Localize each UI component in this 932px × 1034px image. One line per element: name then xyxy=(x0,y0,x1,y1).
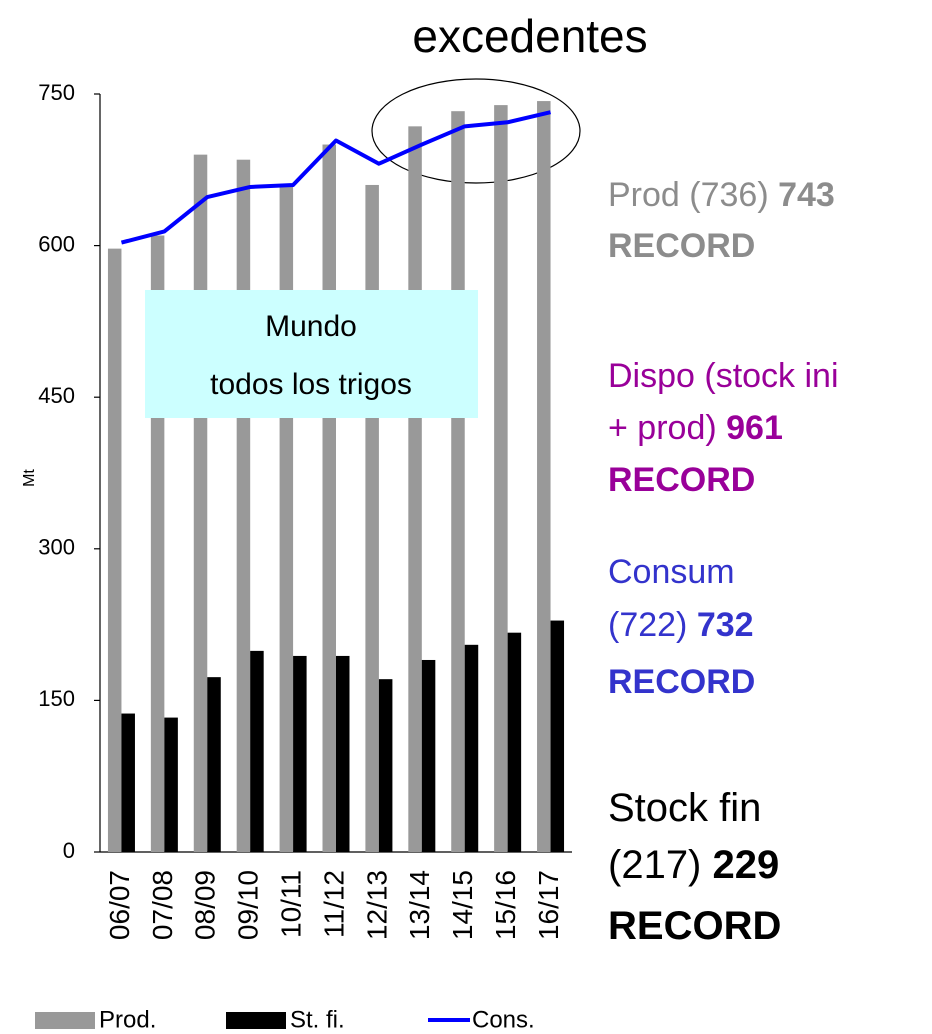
line xyxy=(120,110,552,245)
note-line: Stock fin xyxy=(608,786,761,830)
note-text: Prod (736) xyxy=(608,176,778,214)
note-line: (217) 229 xyxy=(608,843,779,887)
bar xyxy=(193,154,208,852)
note-line: RECORD xyxy=(608,663,755,701)
note-text: (722) xyxy=(608,606,697,644)
note-line: RECORD xyxy=(608,904,781,948)
bar xyxy=(464,644,479,852)
note-line: Dispo (stock ini xyxy=(608,357,839,395)
bar xyxy=(279,185,294,852)
bar xyxy=(107,248,122,852)
note-text: Dispo (stock ini xyxy=(608,357,839,395)
note-text: RECORD xyxy=(608,904,781,948)
highlight-ellipse xyxy=(371,78,581,184)
info-box-text: Mundo xyxy=(265,310,357,343)
x-tick-label: 07/08 xyxy=(147,870,178,940)
info-box-text: todos los trigos xyxy=(210,368,412,401)
legend-label: Prod. xyxy=(99,1006,156,1033)
x-tick-label: 06/07 xyxy=(104,870,135,940)
note-line: Prod (736) 743 xyxy=(608,176,835,214)
bar xyxy=(164,717,178,852)
bar xyxy=(207,677,221,852)
x-tick-label: 12/13 xyxy=(361,870,392,940)
x-tick-label: 09/10 xyxy=(233,870,264,940)
note-text: RECORD xyxy=(608,227,755,265)
note-text: 961 xyxy=(726,409,783,447)
x-tick-label: 08/09 xyxy=(190,870,221,940)
bar xyxy=(507,632,522,852)
x-tick-label: 15/16 xyxy=(490,870,521,940)
note-text: RECORD xyxy=(608,663,755,701)
y-axis-label: Mt xyxy=(21,469,38,487)
bar xyxy=(250,650,264,852)
chart-title: excedentes xyxy=(412,10,647,62)
legend-label: Cons. xyxy=(472,1006,535,1033)
bar xyxy=(121,713,135,852)
y-tick-label: 150 xyxy=(38,686,75,711)
note-text: 743 xyxy=(778,176,835,214)
note-text: Stock fin xyxy=(608,786,761,830)
legend-swatch xyxy=(226,1012,286,1029)
note-line: + prod) 961 xyxy=(608,409,783,447)
x-tick-label: 11/12 xyxy=(318,870,349,938)
note-text: Consum xyxy=(608,553,735,591)
note-text: 732 xyxy=(697,606,754,644)
bar xyxy=(365,184,379,852)
legend-label: St. fi. xyxy=(290,1006,345,1033)
bar xyxy=(378,679,393,852)
note-text: 229 xyxy=(713,843,780,887)
bar xyxy=(236,159,251,852)
bar xyxy=(421,659,436,852)
y-tick-label: 750 xyxy=(38,80,75,105)
bar xyxy=(494,105,508,853)
bar xyxy=(537,101,551,853)
bar xyxy=(451,111,465,852)
note-text: + prod) xyxy=(608,409,726,447)
y-tick-label: 0 xyxy=(63,838,75,863)
bar xyxy=(408,126,422,853)
note-line: RECORD xyxy=(608,461,755,499)
x-tick-label: 13/14 xyxy=(404,870,435,940)
y-tick-label: 450 xyxy=(38,383,75,408)
note-line: RECORD xyxy=(608,227,755,265)
y-tick-label: 600 xyxy=(38,231,75,256)
y-tick-label: 300 xyxy=(38,535,75,560)
bar xyxy=(336,655,350,852)
bar xyxy=(322,144,336,853)
x-tick-label: 16/17 xyxy=(533,870,564,940)
bar xyxy=(293,655,307,852)
info-box xyxy=(145,290,478,418)
bar xyxy=(550,620,565,852)
x-tick-label: 14/15 xyxy=(447,870,478,940)
legend-swatch xyxy=(35,1012,95,1029)
note-line: Consum xyxy=(608,553,735,591)
note-text: RECORD xyxy=(608,461,755,499)
note-text: (217) xyxy=(608,843,713,887)
note-line: (722) 732 xyxy=(608,606,754,644)
x-tick-label: 10/11 xyxy=(275,870,306,938)
